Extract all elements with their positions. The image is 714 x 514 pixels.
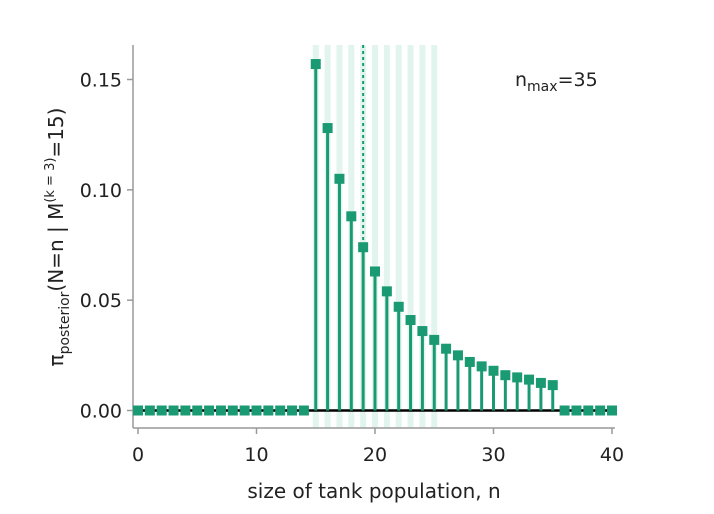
stem-marker [512, 372, 523, 383]
credible-band [419, 45, 426, 428]
stem-marker [393, 301, 404, 312]
tick-labels: 0.00 0.05 0.10 0.15 0 10 20 30 40 [80, 70, 624, 467]
credible-band [407, 45, 414, 428]
stem-marker [595, 405, 606, 416]
y-label-suffix: =15) [44, 108, 68, 158]
y-label-sub: posterior [57, 291, 73, 354]
stem-marker [334, 173, 345, 184]
y-tick-label: 0.05 [80, 290, 122, 312]
stem-marker [239, 405, 250, 416]
stem-marker [583, 405, 594, 416]
x-tick-label: 40 [600, 444, 624, 466]
stem-marker [607, 405, 617, 416]
stem-marker [168, 405, 179, 416]
credible-band [431, 45, 438, 428]
stem-marker [287, 405, 298, 416]
stem-marker [429, 334, 440, 345]
stem-marker [358, 242, 369, 253]
stem-marker [464, 356, 475, 367]
stem-marker [144, 405, 155, 416]
stem-marker [559, 405, 570, 416]
y-axis-label: πposterior(N=n | M(k = 3)=15) [43, 108, 73, 367]
stem-marker [263, 405, 274, 416]
nmax-sub: max [527, 79, 558, 95]
credible-band [383, 45, 390, 428]
stem-marker [156, 405, 167, 416]
stem-marker [452, 350, 463, 361]
stem-marker [322, 123, 333, 134]
stem-series [133, 59, 617, 416]
stem-marker [417, 326, 428, 337]
x-tick-label: 10 [244, 444, 268, 466]
nmax-suffix: =35 [558, 69, 598, 91]
credible-band [360, 45, 367, 428]
stem-marker [192, 405, 203, 416]
stem-marker [524, 374, 535, 385]
y-tick-label: 0.15 [80, 70, 122, 92]
nmax-annotation: nmax=35 [515, 69, 598, 95]
x-tick-label: 30 [481, 444, 505, 466]
credible-band [372, 45, 378, 428]
axes [127, 45, 615, 434]
x-tick-label: 20 [363, 444, 387, 466]
nmax-base: n [515, 69, 527, 91]
stem-marker [346, 211, 357, 222]
y-tick-label: 0.10 [80, 180, 122, 202]
stem-marker [476, 361, 487, 372]
stem-marker [547, 380, 558, 391]
stem-marker [381, 286, 392, 297]
stem-marker [227, 405, 238, 416]
stem-marker [298, 405, 309, 416]
y-tick-label: 0.00 [80, 401, 122, 423]
credible-band [395, 45, 402, 428]
y-label-mid: (N=n | M [44, 203, 68, 292]
stem-marker [215, 405, 226, 416]
stem-marker [310, 59, 321, 70]
stem-marker [275, 405, 286, 416]
stem-marker [204, 405, 215, 416]
x-tick-label: 0 [132, 444, 144, 466]
stem-marker [405, 315, 416, 326]
stem-marker [500, 370, 511, 381]
stem-marker [488, 365, 499, 376]
x-axis-label: size of tank population, n [247, 479, 500, 503]
stem-marker [180, 405, 191, 416]
stem-marker [535, 377, 546, 388]
stem-marker [133, 405, 143, 416]
stem-marker [571, 405, 582, 416]
y-label-sup: (k = 3) [43, 158, 58, 203]
y-label-prefix: π [44, 354, 68, 366]
stem-marker [370, 266, 380, 277]
stem-marker [441, 343, 452, 354]
stem-marker [251, 405, 262, 416]
